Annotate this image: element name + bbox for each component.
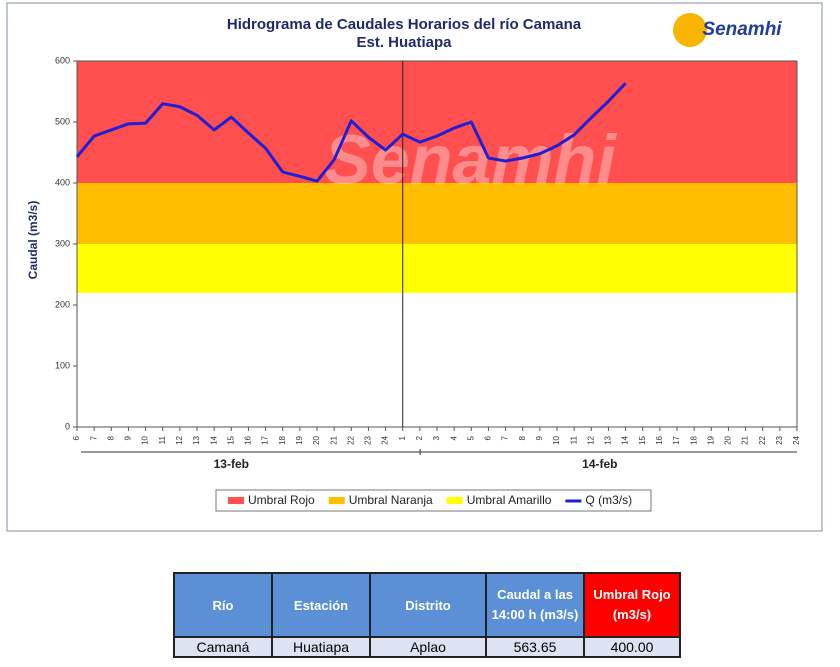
x-tick-label: 16 <box>244 435 253 444</box>
legend: Umbral Rojo Umbral Naranja Umbral Amarillo… <box>215 489 652 512</box>
threshold-band <box>77 244 797 293</box>
x-tick-label: 12 <box>175 435 184 444</box>
cell: Camaná <box>173 636 273 658</box>
legend-swatch <box>328 497 345 504</box>
y-tick-label: 400 <box>55 177 70 187</box>
x-tick-label: 10 <box>552 435 561 444</box>
logo: Senamhi <box>702 19 782 40</box>
x-tick-label: 5 <box>466 435 475 440</box>
data-row: Camaná Huatiapa Aplao 563.65 400.00 <box>173 636 681 658</box>
x-tick-label: 13 <box>192 435 201 444</box>
legend-swatch <box>228 497 244 504</box>
x-tick-label: 11 <box>569 435 578 444</box>
x-tick-label: 21 <box>741 435 750 444</box>
legend-label: Umbral Amarillo <box>467 493 552 507</box>
x-tick-label: 1 <box>398 435 407 440</box>
group-label: 13-feb <box>214 457 249 471</box>
header-cell: Umbral Rojo (m3/s) <box>583 572 681 638</box>
x-tick-label: 23 <box>364 435 373 444</box>
x-tick-label: 15 <box>638 435 647 444</box>
watermark: Senamhi <box>324 120 617 198</box>
x-tick-label: 9 <box>535 435 544 440</box>
y-tick-label: 600 <box>55 55 70 65</box>
series-line <box>75 82 627 183</box>
x-tick-label: 14 <box>209 435 218 444</box>
legend-label: Umbral Naranja <box>349 493 433 507</box>
x-tick-label: 9 <box>124 435 133 440</box>
logo-sun <box>673 13 707 47</box>
x-tick-label: 14 <box>621 435 630 444</box>
header-cell: Distrito <box>369 572 487 638</box>
header-cell: Río <box>173 572 273 638</box>
x-tick-label: 24 <box>381 435 390 444</box>
y-tick-label: 100 <box>55 360 70 370</box>
summary-table: Río Estación Distrito Caudal a las 14:00… <box>173 572 681 658</box>
header-row: Río Estación Distrito Caudal a las 14:00… <box>173 572 681 638</box>
x-tick-label: 18 <box>689 435 698 444</box>
x-tick-label: 11 <box>158 435 167 444</box>
y-tick-label: 200 <box>55 299 70 309</box>
x-tick-label: 8 <box>518 435 527 440</box>
x-tick-label: 4 <box>449 435 458 440</box>
x-tick-label: 19 <box>295 435 304 444</box>
x-tick-label: 13 <box>604 435 613 444</box>
cell: 563.65 <box>485 636 585 658</box>
x-tick-label: 17 <box>261 435 270 444</box>
legend-box <box>215 489 652 512</box>
x-tick-label: 7 <box>89 435 98 440</box>
x-tick-label: 2 <box>415 435 424 440</box>
x-tick-label: 23 <box>775 435 784 444</box>
x-tick-label: 8 <box>106 435 115 440</box>
x-tick-label: 6 <box>72 435 81 440</box>
y-tick-label: 300 <box>55 238 70 248</box>
x-tick-label: 18 <box>278 435 287 444</box>
header-cell: Caudal a las 14:00 h (m3/s) <box>485 572 585 638</box>
y-tick-label: 0 <box>65 421 70 431</box>
x-tick-label: 6 <box>484 435 493 440</box>
x-tick-label: 20 <box>312 435 321 444</box>
x-tick-label: 3 <box>432 435 441 440</box>
y-axis-label: Caudal (m3/s) <box>26 201 40 280</box>
x-tick-label: 17 <box>672 435 681 444</box>
x-tick-label: 21 <box>329 435 338 444</box>
x-tick-label: 22 <box>758 435 767 444</box>
chart-subtitle: Est. Huatiapa <box>356 34 452 51</box>
threshold-band <box>77 183 797 244</box>
x-tick-label: 22 <box>346 435 355 444</box>
group-label: 14-feb <box>582 457 617 471</box>
y-tick-label: 500 <box>55 116 70 126</box>
x-tick-label: 15 <box>226 435 235 444</box>
x-tick-label: 12 <box>586 435 595 444</box>
x-tick-label: 7 <box>501 435 510 440</box>
cell: Huatiapa <box>271 636 371 658</box>
x-tick-label: 16 <box>655 435 664 444</box>
x-tick-label: 19 <box>706 435 715 444</box>
x-tick-label: 24 <box>792 435 801 444</box>
cell: 400.00 <box>583 636 681 658</box>
legend-label: Umbral Rojo <box>248 493 315 507</box>
chart-title: Hidrograma de Caudales Horarios del río … <box>227 16 582 33</box>
cell: Aplao <box>369 636 487 658</box>
legend-label: Q (m3/s) <box>585 493 632 507</box>
threshold-band <box>77 61 797 183</box>
x-tick-label: 20 <box>724 435 733 444</box>
x-tick-label: 10 <box>141 435 150 444</box>
header-cell: Estación <box>271 572 371 638</box>
legend-swatch <box>446 497 463 504</box>
